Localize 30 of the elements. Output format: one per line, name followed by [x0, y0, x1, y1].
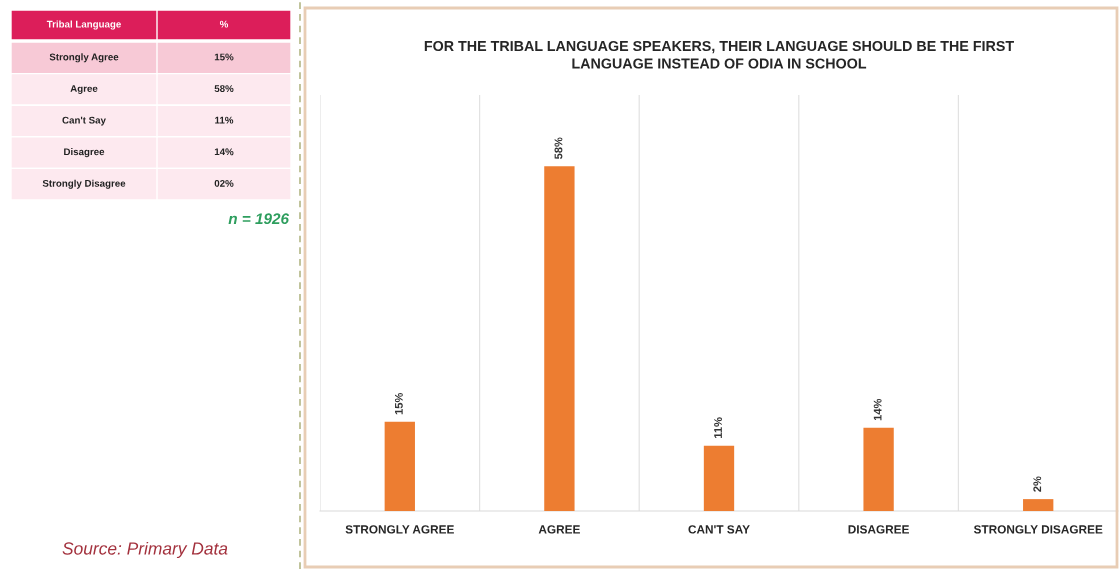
category-label: Disagree [64, 148, 105, 158]
category-label: Strongly Disagree [42, 179, 126, 189]
x-tick-label: DISAGREE [848, 525, 909, 534]
category-label: Agree [70, 85, 98, 94]
bar [703, 445, 735, 511]
category-label: Strongly Agree [49, 53, 119, 63]
text: 14% [214, 148, 234, 156]
x-tick-label: STRONGLY DISAGREE [973, 525, 1103, 534]
data-label: 58% [554, 137, 563, 160]
text: 58% [214, 85, 234, 93]
x-tick-label: STRONGLY AGREE [345, 525, 454, 534]
source-note: Source: Primary Data [62, 541, 228, 559]
text: 15% [214, 53, 234, 61]
text: 02% [214, 179, 234, 187]
data-label: 14% [873, 398, 882, 421]
text: % [219, 20, 229, 28]
data-label: 15% [394, 392, 403, 415]
bar [863, 427, 894, 511]
category-label: Can't Say [62, 116, 106, 126]
text: 11% [215, 116, 234, 124]
chart-title: FOR THE TRIBAL LANGUAGE SPEAKERS, THEIR LANGUAGE SHOULD BE THE FIRST LANGUAGE INSTEAD OF ODIA IN SCHOOL [424, 40, 1014, 69]
x-tick-label: AGREE [538, 525, 580, 534]
text: n = 1926 [228, 213, 290, 225]
category-label: Tribal Language [46, 20, 121, 30]
bar [544, 166, 575, 511]
bar [1023, 499, 1054, 511]
x-tick-label: CAN'T SAY [688, 525, 750, 534]
data-label: 11% [714, 417, 722, 438]
bar [384, 421, 415, 511]
data-label: 2% [1033, 476, 1042, 492]
